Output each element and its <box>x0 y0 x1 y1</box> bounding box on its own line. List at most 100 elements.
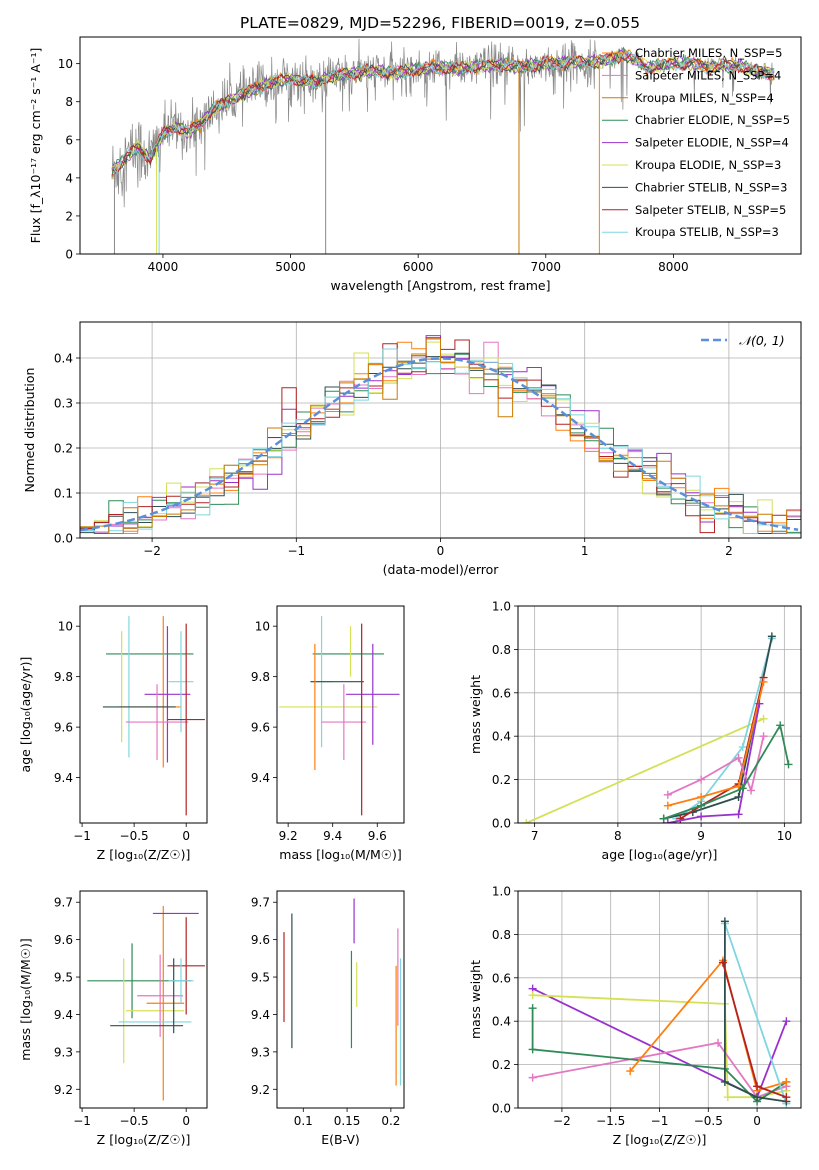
legend-entry: 𝒩(0, 1) <box>739 333 785 348</box>
x-tick-label: 9.6 <box>368 829 387 843</box>
errorbar-point <box>168 631 194 733</box>
y-tick-label: 0.4 <box>492 1015 511 1029</box>
panel-residuals: −2 −1 0 1 2 0.0 0.1 0.2 0.3 0.4 (data-model)/error… <box>22 321 802 577</box>
weight-point-marker <box>528 1004 537 1013</box>
y-tick-label: 9.5 <box>251 971 270 985</box>
x-tick-label: −0.5 <box>694 1114 723 1128</box>
weight-point-marker <box>718 958 727 967</box>
weight-point-marker <box>759 677 768 686</box>
age_vs_Z-frame <box>79 605 208 824</box>
x-axis-label: Z [log₁₀(Z/Z☉)] <box>97 1132 191 1147</box>
legend-entry: Salpeter STELIB, N_SSP=5 <box>635 203 786 217</box>
weight-series-line <box>724 921 787 1103</box>
x-axis-label: wavelength [Angstrom, rest frame] <box>330 278 550 293</box>
x-tick-label: 8 <box>614 829 622 843</box>
y-tick-label: 9.3 <box>54 1045 73 1059</box>
weight-series-line <box>724 923 788 1104</box>
x-axis-label: Z [log₁₀(Z/Z☉)] <box>97 847 191 862</box>
x-tick-label: −0.5 <box>120 829 149 843</box>
y-tick-label: 9.6 <box>54 721 73 735</box>
y-tick-label: 0.6 <box>492 971 511 985</box>
y-axis-label: Flux [f_λ10⁻¹⁷ erg cm⁻² s⁻¹ A⁻¹] <box>28 48 43 244</box>
y-tick-label: 2 <box>65 209 73 223</box>
spectrum-model-line <box>111 49 775 170</box>
x-tick-label: 5000 <box>275 260 306 274</box>
weight-point-marker <box>759 732 768 741</box>
weight-point-marker <box>528 1045 537 1054</box>
x-tick-label: 9.2 <box>279 829 298 843</box>
y-axis-label: mass [log₁₀(M/M☉)] <box>18 938 33 1060</box>
y-tick-label: 0.2 <box>492 1058 511 1072</box>
y-tick-label: 6 <box>65 133 73 147</box>
legend-entry: Salpeter ELODIE, N_SSP=4 <box>635 136 789 150</box>
y-tick-label: 9.4 <box>54 771 73 785</box>
errorbar-point <box>321 684 367 760</box>
residual-histogram <box>80 353 801 534</box>
normal-curve <box>80 357 799 532</box>
mass_vs_Z-marks <box>87 905 205 1101</box>
y-tick-label: 0.0 <box>492 1102 511 1116</box>
weight-point-marker <box>626 1067 635 1076</box>
y-tick-label: 9.6 <box>251 933 270 947</box>
x-tick-label: −2 <box>143 544 161 558</box>
errorbar-point <box>137 954 184 1037</box>
weight-point-marker <box>767 632 776 641</box>
spectrum-model-line <box>111 46 775 177</box>
y-tick-label: 9.4 <box>251 1008 270 1022</box>
y-tick-label: 0.8 <box>492 643 511 657</box>
weight_vs_Z-marks <box>528 917 791 1108</box>
y-axis-label: mass weight <box>468 675 483 754</box>
weight-point-marker <box>697 812 706 821</box>
x-tick-label: 0 <box>182 829 190 843</box>
y-tick-label: 9.6 <box>54 933 73 947</box>
errorbar-point <box>144 626 191 763</box>
y-tick-label: 1.0 <box>492 885 511 899</box>
errorbar-point <box>346 643 400 745</box>
y-tick-label: 0.4 <box>54 352 73 366</box>
weight-series-line <box>667 703 761 823</box>
legend-entry: Salpeter MILES, N_SSP=4 <box>635 68 781 82</box>
weight-point-marker <box>659 814 668 823</box>
weight-point-marker <box>663 801 672 810</box>
x-tick-label: 0 <box>437 544 445 558</box>
x-tick-label: 10 <box>777 829 792 843</box>
errorbar-point <box>167 917 205 1015</box>
y-tick-label: 9.5 <box>54 971 73 985</box>
x-tick-label: 0 <box>182 1114 190 1128</box>
x-tick-label: 1 <box>581 544 589 558</box>
y-tick-label: 9.8 <box>251 670 270 684</box>
weight-point-marker <box>755 699 764 708</box>
y-axis-label: age [log₁₀(age/yr)] <box>18 657 33 773</box>
y-tick-label: 9.7 <box>54 896 73 910</box>
weight-point-marker <box>663 819 672 823</box>
y-tick-label: 0.2 <box>492 773 511 787</box>
x-tick-label: −1 <box>651 1114 669 1128</box>
y-tick-label: 0.1 <box>54 487 73 501</box>
weight-point-marker <box>663 790 672 799</box>
y-tick-label: 9.8 <box>54 670 73 684</box>
x-axis-label: E(B-V) <box>321 1132 360 1147</box>
y-tick-label: 8 <box>65 95 73 109</box>
x-axis-label: (data-model)/error <box>383 562 500 577</box>
y-tick-label: 4 <box>65 171 73 185</box>
mass_vs_Z-frame <box>79 890 208 1109</box>
errorbar-point <box>125 684 189 760</box>
residuals-marks <box>80 335 801 534</box>
y-tick-label: 10 <box>255 620 270 634</box>
y-tick-label: 9.6 <box>251 721 270 735</box>
x-tick-label: −1 <box>73 1114 91 1128</box>
spectrum-frame <box>79 36 802 255</box>
panel-age_vs_mass: 9.2 9.4 9.6 9.4 9.6 9.8 10 mass [log₁₀(M/M☉)] <box>251 605 405 862</box>
x-tick-label: −1 <box>73 829 91 843</box>
y-tick-label: 0.8 <box>492 928 511 942</box>
x-tick-label: 7000 <box>531 260 562 274</box>
age_vs_mass-frame <box>276 605 405 824</box>
weight-point-marker <box>782 1017 791 1026</box>
residual-histogram <box>80 352 801 534</box>
y-tick-label: 9.3 <box>251 1045 270 1059</box>
y-tick-label: 10 <box>58 620 73 634</box>
age_vs_mass-marks <box>279 616 400 816</box>
y-tick-label: 9.4 <box>251 771 270 785</box>
weight-series-line <box>667 681 765 807</box>
panel-weight_vs_age: 7 8 9 10 0.0 0.2 0.4 0.6 0.8 1.0 age [log₁₀(age/yr… <box>468 600 802 862</box>
